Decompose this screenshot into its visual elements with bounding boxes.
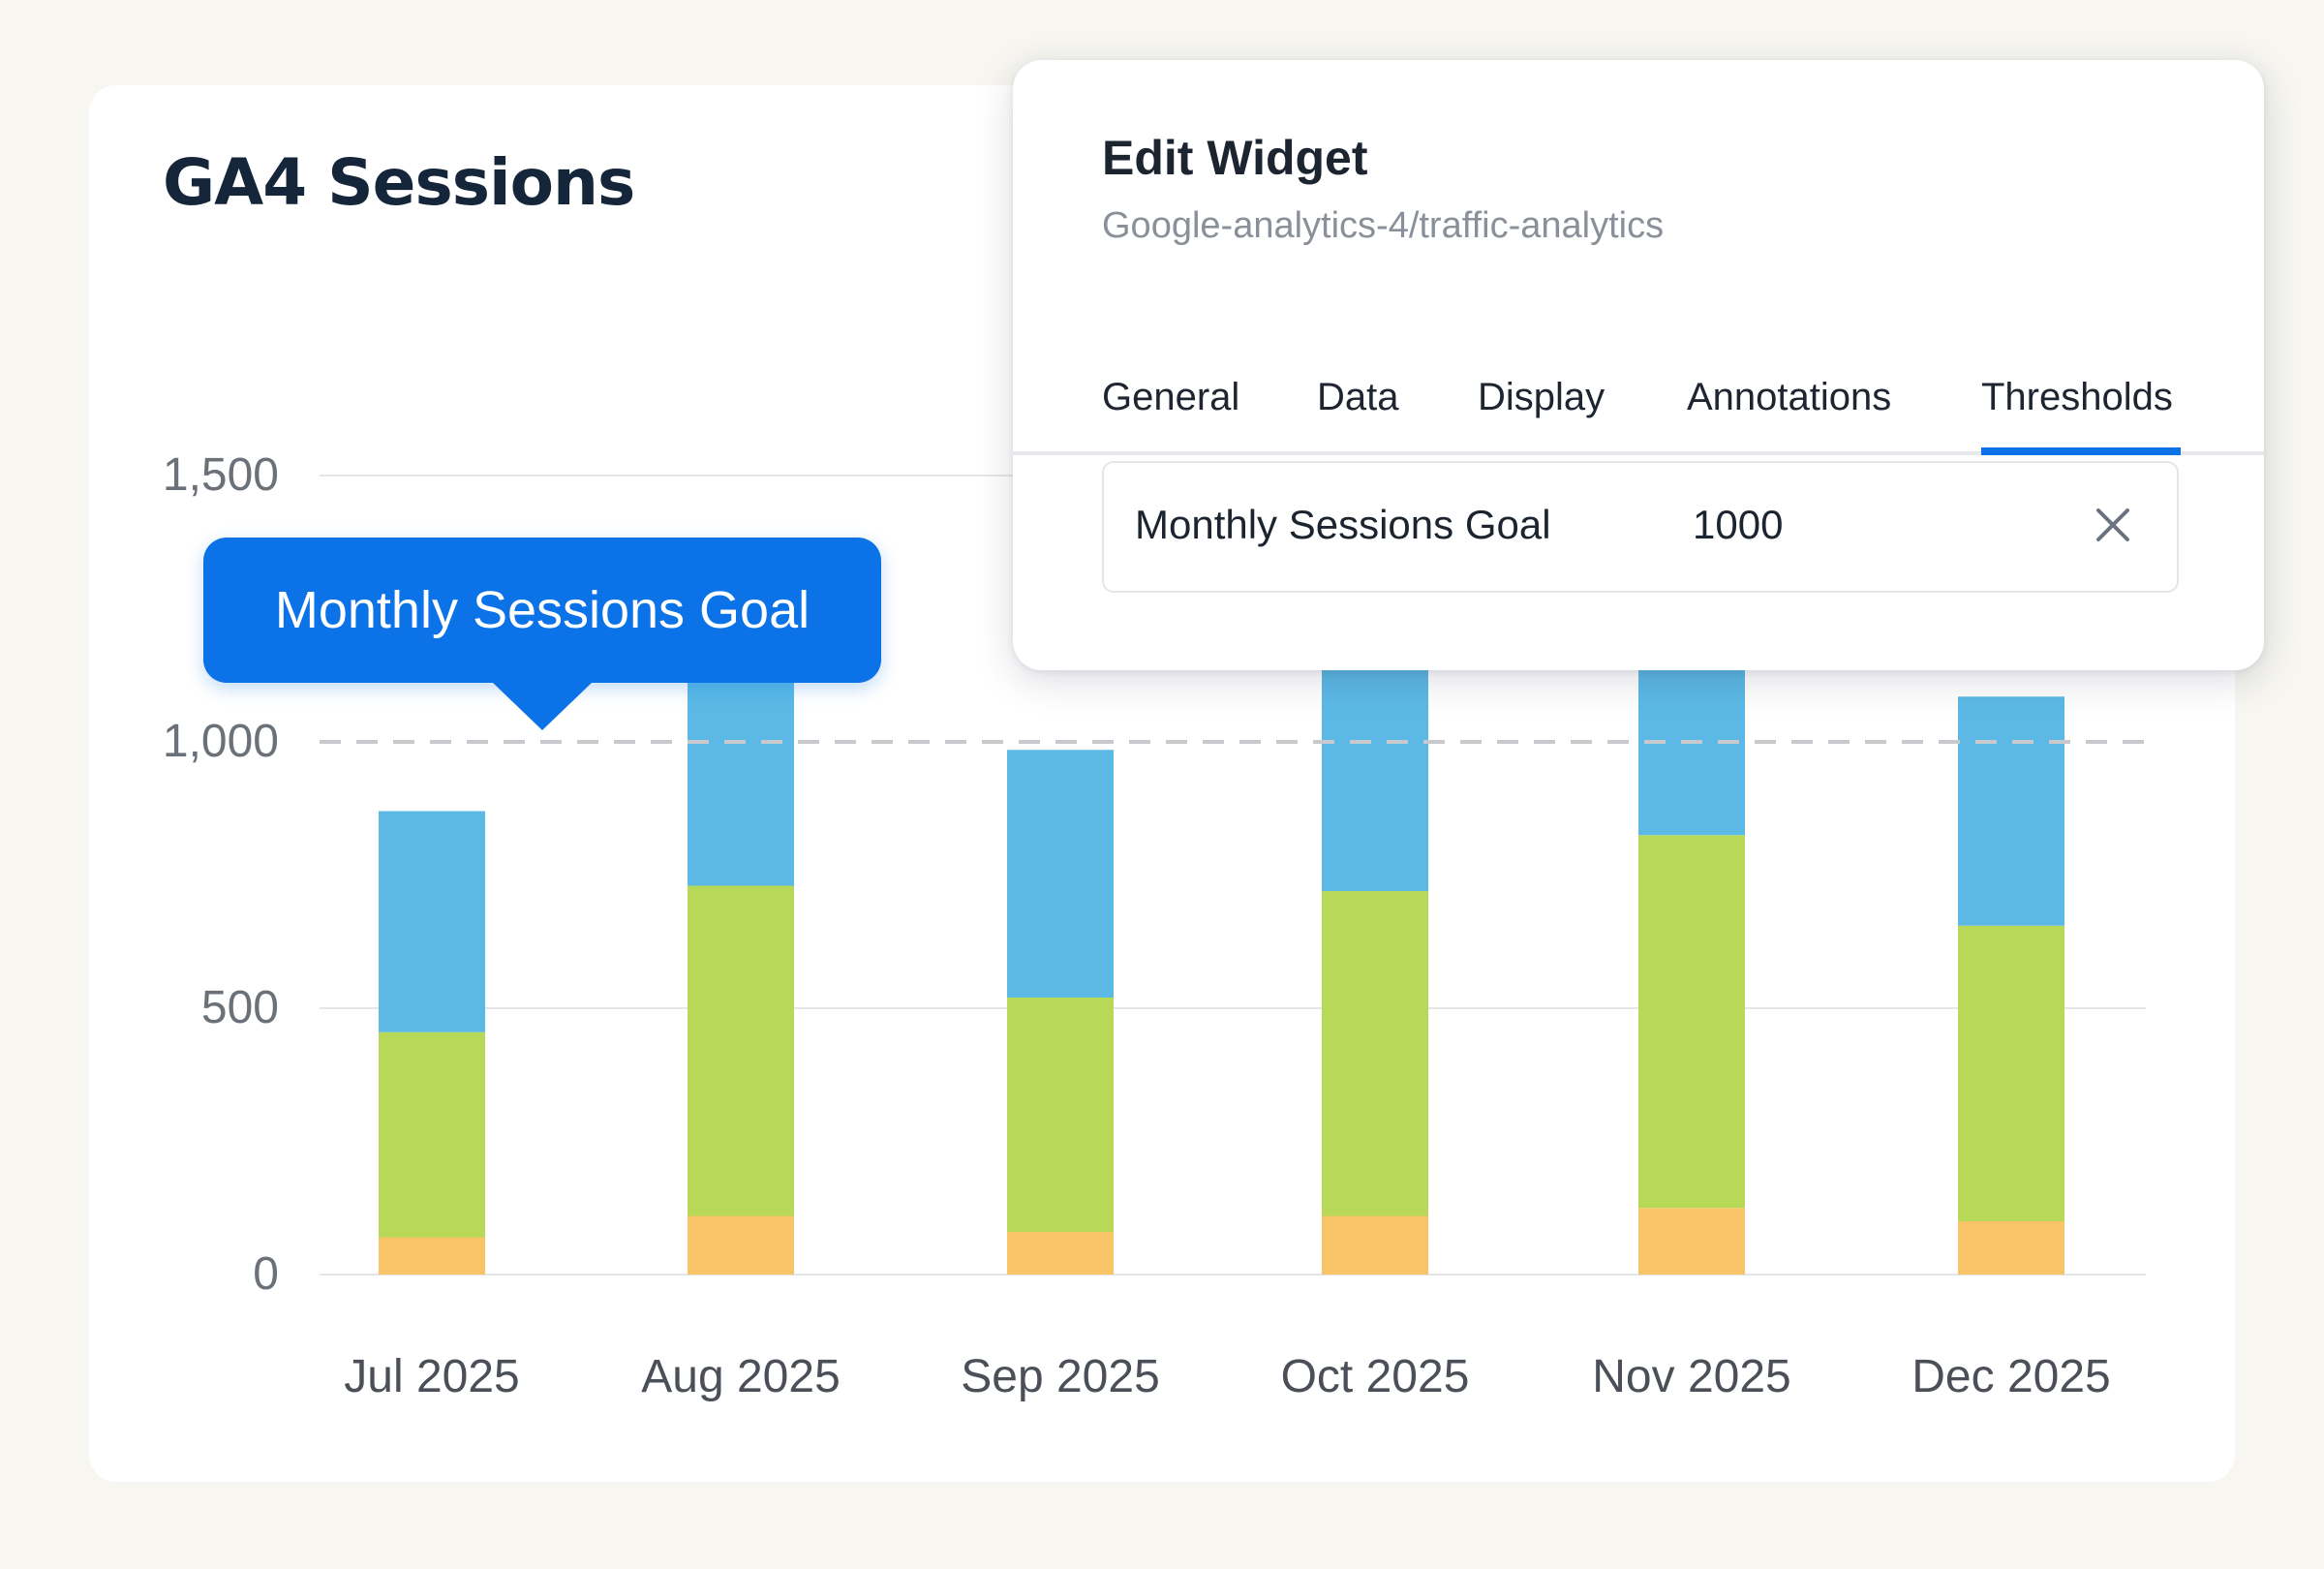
x-tick-label: Sep 2025 bbox=[961, 1351, 1160, 1402]
bar-segment bbox=[1007, 1232, 1114, 1275]
x-tick-label: Nov 2025 bbox=[1592, 1351, 1790, 1402]
threshold-value[interactable]: 1000 bbox=[1693, 502, 1784, 547]
tab-data[interactable]: Data bbox=[1317, 376, 1399, 418]
tabs-divider bbox=[1013, 451, 2264, 455]
panel-subtitle: Google-analytics-4/traffic-analytics bbox=[1102, 205, 1665, 246]
active-tab-indicator bbox=[1981, 447, 2181, 455]
x-tick-label: Aug 2025 bbox=[641, 1351, 841, 1402]
panel-title: Edit Widget bbox=[1102, 131, 1368, 185]
bar-segment bbox=[1322, 667, 1428, 891]
bar-segment bbox=[688, 672, 794, 886]
edit-widget-panel: Edit Widget Google-analytics-4/traffic-a… bbox=[1013, 60, 2264, 670]
threshold-row: Monthly Sessions Goal 1000 bbox=[1102, 461, 2179, 593]
bar-segment bbox=[1958, 696, 2064, 926]
bar-segment bbox=[1322, 1215, 1428, 1275]
widget-title: GA4 Sessions bbox=[163, 145, 635, 220]
bar-segment bbox=[1958, 1221, 2064, 1275]
threshold-tooltip: Monthly Sessions Goal bbox=[203, 538, 881, 730]
bar-segment bbox=[688, 885, 794, 1216]
x-tick-label: Oct 2025 bbox=[1281, 1351, 1470, 1402]
tab-display[interactable]: Display bbox=[1478, 376, 1605, 418]
x-tick-label: Dec 2025 bbox=[1911, 1351, 2110, 1402]
y-tick-label: 1,500 bbox=[163, 449, 279, 501]
tab-thresholds[interactable]: Thresholds bbox=[1981, 376, 2173, 418]
bar-segment bbox=[1322, 891, 1428, 1216]
close-icon bbox=[2096, 508, 2129, 541]
threshold-tooltip-label: Monthly Sessions Goal bbox=[274, 581, 810, 639]
bar-segment bbox=[688, 1215, 794, 1275]
tab-annotations[interactable]: Annotations bbox=[1687, 376, 1892, 418]
threshold-name[interactable]: Monthly Sessions Goal bbox=[1135, 502, 1551, 547]
x-tick-label: Jul 2025 bbox=[344, 1351, 519, 1402]
remove-threshold-button[interactable] bbox=[2082, 494, 2144, 556]
y-tick-label: 1,000 bbox=[163, 716, 279, 767]
bar-segment bbox=[1958, 925, 2064, 1221]
bar-segment bbox=[1007, 750, 1114, 998]
bar-segment bbox=[1007, 998, 1114, 1232]
y-tick-label: 500 bbox=[201, 982, 279, 1033]
bar-segment bbox=[1638, 669, 1745, 836]
tab-general[interactable]: General bbox=[1102, 376, 1240, 418]
y-tick-label: 0 bbox=[253, 1248, 279, 1300]
bar-segment bbox=[1638, 1208, 1745, 1275]
bar-segment bbox=[379, 1237, 485, 1275]
bar-segment bbox=[379, 1031, 485, 1238]
panel-tabs: General Data Display Annotations Thresho… bbox=[1013, 312, 2264, 455]
bar-segment bbox=[379, 811, 485, 1032]
bar-segment bbox=[1638, 835, 1745, 1209]
